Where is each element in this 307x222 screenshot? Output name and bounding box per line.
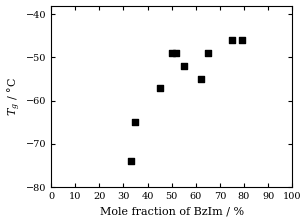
Point	[157, 86, 162, 89]
Point	[239, 38, 244, 42]
Point	[128, 159, 133, 163]
Point	[174, 51, 179, 55]
X-axis label: Mole fraction of BzIm / %: Mole fraction of BzIm / %	[99, 206, 244, 216]
Point	[133, 121, 138, 124]
Point	[229, 38, 234, 42]
Point	[181, 64, 186, 68]
Y-axis label: $T_g$ / °C: $T_g$ / °C	[6, 77, 23, 116]
Point	[169, 51, 174, 55]
Point	[198, 77, 203, 81]
Point	[205, 51, 210, 55]
